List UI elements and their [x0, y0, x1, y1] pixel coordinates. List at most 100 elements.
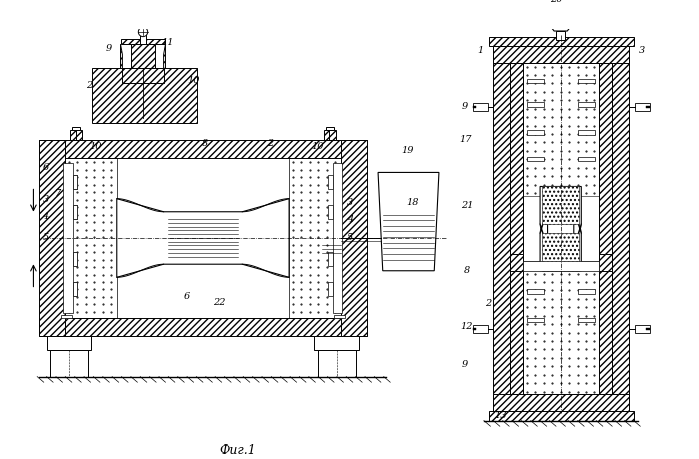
Bar	[527, 318, 544, 322]
Bar	[473, 103, 488, 111]
Circle shape	[138, 27, 147, 37]
Bar	[122, 68, 164, 84]
Bar	[524, 63, 599, 196]
Bar	[318, 350, 356, 376]
Bar	[510, 63, 524, 394]
Text: 11: 11	[161, 38, 173, 47]
Bar	[64, 163, 73, 313]
Text: 7: 7	[55, 189, 61, 197]
Bar	[73, 282, 78, 296]
Bar	[140, 32, 146, 44]
Text: 5: 5	[347, 233, 353, 241]
Bar	[579, 130, 596, 135]
Text: 8: 8	[464, 266, 470, 275]
Text: 2: 2	[267, 139, 273, 148]
Bar	[315, 336, 359, 350]
Bar	[326, 128, 334, 130]
Text: 2: 2	[87, 81, 93, 90]
Bar	[131, 44, 155, 68]
Bar	[599, 63, 612, 394]
Text: 3: 3	[347, 198, 353, 207]
Text: 2: 2	[485, 299, 491, 308]
Bar	[493, 394, 629, 411]
Text: 20: 20	[549, 0, 562, 4]
Bar	[542, 186, 579, 224]
Text: Фиг.1: Фиг.1	[219, 444, 256, 457]
Bar	[61, 315, 72, 318]
Bar	[73, 175, 78, 189]
Bar	[47, 336, 92, 350]
Bar	[579, 157, 596, 161]
Text: 9: 9	[462, 360, 468, 369]
Bar	[556, 31, 565, 40]
Bar	[579, 290, 596, 294]
Bar	[489, 37, 634, 46]
Bar	[65, 158, 117, 318]
Text: 4: 4	[347, 215, 353, 224]
Bar	[579, 318, 596, 322]
Polygon shape	[540, 186, 582, 271]
Text: 17: 17	[459, 135, 471, 144]
Bar	[73, 205, 78, 219]
Bar	[635, 325, 649, 333]
Text: 3: 3	[43, 195, 49, 204]
Polygon shape	[120, 44, 122, 68]
Text: 22: 22	[212, 298, 225, 307]
Bar	[324, 130, 336, 140]
Bar	[527, 79, 544, 84]
Bar	[493, 46, 629, 63]
Bar	[340, 140, 367, 336]
Bar	[524, 261, 599, 394]
Bar	[39, 318, 367, 336]
Bar	[70, 130, 82, 140]
Text: 10: 10	[187, 76, 200, 85]
Bar	[39, 140, 367, 158]
Text: 9: 9	[106, 45, 111, 53]
Text: 12: 12	[461, 323, 473, 331]
Polygon shape	[117, 199, 289, 277]
Bar	[73, 252, 78, 266]
Text: 6: 6	[184, 291, 190, 301]
Bar	[72, 128, 80, 130]
Polygon shape	[164, 44, 166, 68]
Bar	[527, 102, 544, 107]
Bar	[612, 46, 629, 411]
Bar	[635, 103, 649, 111]
Bar	[646, 328, 649, 330]
Bar	[73, 175, 78, 189]
Bar	[473, 325, 488, 333]
Bar	[92, 68, 197, 123]
Text: 13: 13	[494, 411, 507, 420]
Bar	[289, 158, 340, 318]
Bar	[329, 282, 333, 296]
Text: 1: 1	[477, 46, 483, 55]
Bar	[120, 39, 166, 44]
Bar	[50, 350, 88, 376]
Bar	[510, 254, 524, 271]
Text: 9: 9	[462, 102, 468, 112]
Bar	[579, 79, 596, 84]
Text: 4: 4	[43, 212, 49, 221]
Bar	[527, 290, 544, 294]
Bar	[579, 102, 596, 107]
Text: 3: 3	[639, 46, 645, 55]
Bar	[473, 328, 477, 330]
Text: 18: 18	[406, 198, 419, 207]
Polygon shape	[535, 7, 587, 31]
Bar	[473, 106, 477, 108]
Bar	[329, 175, 333, 189]
Bar	[39, 140, 65, 336]
Text: 10: 10	[89, 142, 101, 151]
Bar	[329, 205, 333, 219]
Bar	[334, 315, 345, 318]
Bar	[329, 252, 333, 266]
Bar	[542, 233, 579, 271]
Bar	[73, 252, 78, 266]
Bar	[493, 46, 510, 411]
Polygon shape	[378, 173, 439, 271]
Bar	[599, 254, 612, 271]
Text: 21: 21	[461, 201, 473, 210]
Bar	[73, 205, 78, 219]
Bar	[524, 261, 599, 271]
Text: 19: 19	[402, 146, 415, 156]
